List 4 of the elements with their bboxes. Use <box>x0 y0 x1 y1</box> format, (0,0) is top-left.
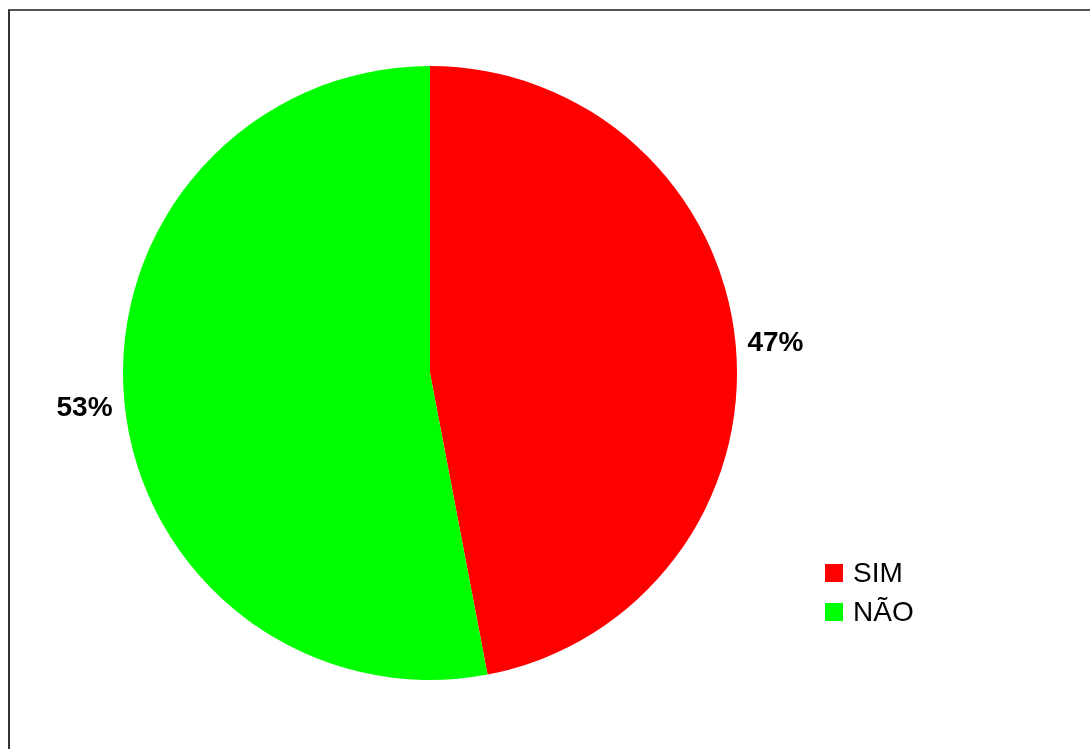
data-label: 47% <box>747 326 804 358</box>
legend-label: SIM <box>853 556 903 590</box>
data-label: 53% <box>56 391 113 423</box>
legend-label: NÃO <box>853 595 914 629</box>
